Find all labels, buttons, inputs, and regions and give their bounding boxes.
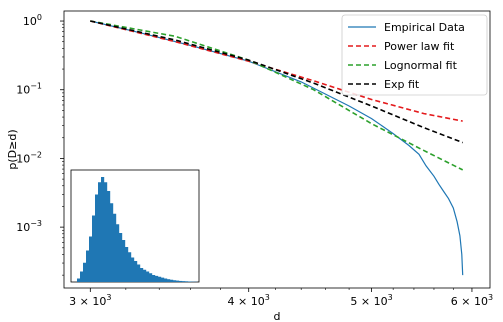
inset-bar [110,203,114,282]
x-axis: 3 × 103 4 × 103 5 × 103 6 × 103 [69,288,493,308]
legend-label: Power law fit [384,40,455,53]
y-axis-label: p(D≥d) [6,129,19,169]
inset-bar [122,240,126,282]
inset-bar [188,281,192,283]
inset-bar [146,271,150,282]
inset-bar [152,275,156,282]
series-line-power-law-fit [90,20,463,122]
inset-bar [170,279,174,282]
inset-bar [119,233,123,282]
inset-bar [137,264,141,282]
x-axis-label: d [274,310,281,322]
inset-bar [167,279,171,282]
legend: Empirical Data Power law fit Lognormal fit… [341,14,488,96]
inset-bar [95,194,99,282]
inset-bar [164,278,168,282]
legend-label: Empirical Data [384,21,465,34]
inset-bar [83,262,87,282]
plot-area [63,10,491,289]
inset-bar [92,215,96,282]
x-tick-label: 5 × 103 [350,293,392,308]
series-layer [90,20,464,276]
inset-bar [113,213,117,282]
inset-bar [173,280,177,282]
inset-bar [116,224,120,282]
y-tick-label: 10−3 [16,219,42,234]
inset-bar [134,261,138,282]
x-tick-label: 3 × 103 [69,293,111,308]
inset-bar [86,250,90,282]
y-tick-label: 10−1 [16,82,42,97]
x-tick-label: 6 × 103 [451,293,493,308]
inset-histogram [70,169,200,283]
legend-box [341,14,488,96]
x-tick-label: 4 × 103 [228,293,270,308]
y-tick-label: 100 [23,13,42,28]
inset-bar [140,268,144,282]
inset-bar [149,273,153,282]
inset-bar [161,277,165,283]
inset-bar [158,276,162,282]
y-tick-label: 10−2 [16,150,42,165]
inset-bar [176,280,180,282]
inset-bar [89,236,93,282]
inset-bar [104,182,108,282]
inset-bar [185,281,189,282]
inset-bar [131,257,135,282]
legend-label: Exp fit [384,78,420,91]
inset-bar [155,275,159,283]
main-plot: 3 × 103 4 × 103 5 × 103 6 × 103 100 10−1 10−2… [6,10,493,322]
inset-bar [143,269,147,282]
inset-bar [77,278,81,282]
y-axis: 100 10−1 10−2 10−3 [16,13,64,276]
inset-bar [107,191,111,282]
inset-bar [98,182,102,282]
inset-bar [128,252,132,282]
inset-bar [179,280,183,282]
inset-bar [101,177,105,282]
inset-bar [125,247,129,282]
inset-bar [80,271,84,282]
series-line-exp-fit [90,20,463,144]
series-line-lognormal-fit [90,20,464,171]
legend-label: Lognormal fit [384,59,458,72]
inset-bar [182,281,186,283]
